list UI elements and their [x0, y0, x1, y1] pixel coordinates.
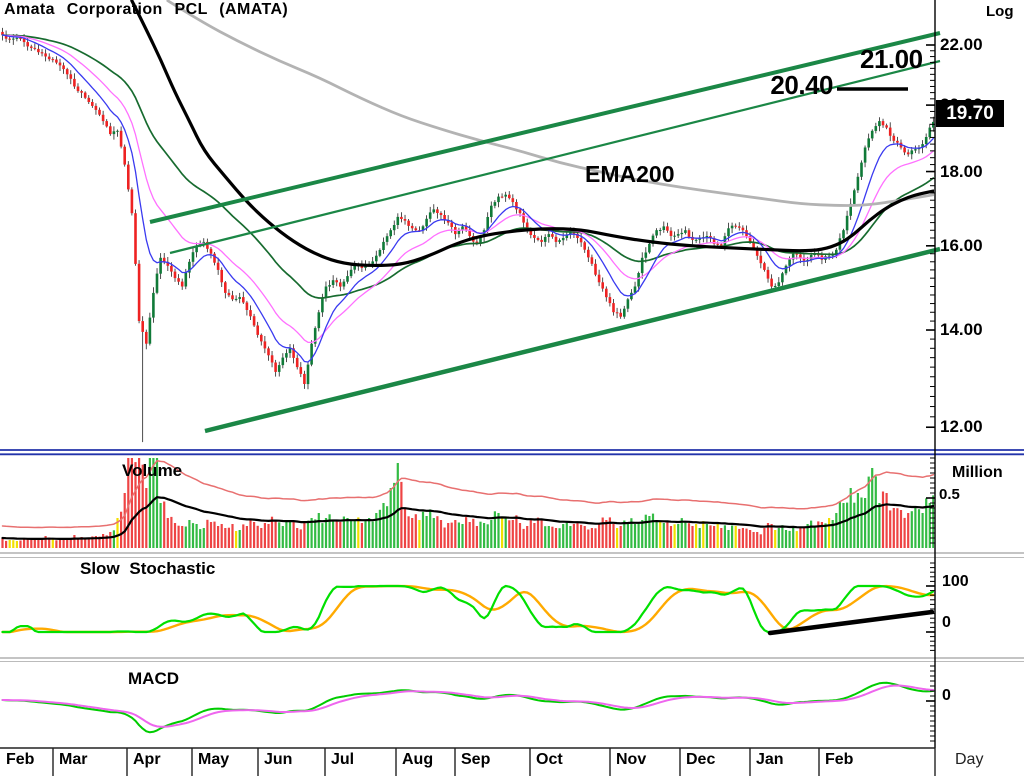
ema200-label: EMA200: [585, 161, 675, 187]
month-label-jul-5: Jul: [331, 751, 355, 768]
month-label-oct-8: Oct: [536, 751, 563, 768]
month-label-sep-7: Sep: [461, 751, 491, 768]
month-label-aug-6: Aug: [402, 751, 434, 768]
month-label-may-3: May: [198, 751, 230, 768]
price-tick-12.00: 12.00: [940, 417, 983, 436]
month-label-feb-12: Feb: [825, 751, 854, 768]
month-label-jan-11: Jan: [756, 751, 784, 768]
price-tick-16.00: 16.00: [940, 236, 983, 255]
month-label-mar-1: Mar: [59, 751, 88, 768]
chart-title: Amata Corporation PCL (AMATA): [4, 1, 289, 18]
price-tick-18.00: 18.00: [940, 162, 983, 181]
month-label-jun-4: Jun: [264, 751, 293, 768]
volume-tick-label: 0.5: [939, 486, 960, 503]
resistance-20-40-label: 20.40: [770, 70, 833, 100]
price-tick-22.00: 22.00: [940, 35, 983, 54]
macd-tick-0: 0: [942, 687, 951, 704]
stochastic-tick-100: 100: [942, 573, 969, 590]
resistance-21-00-label: 21.00: [860, 44, 923, 74]
volume-unit-label: Million: [952, 464, 1003, 481]
log-scale-label: Log: [986, 3, 1014, 20]
stochastic-tick-0: 0: [942, 614, 951, 631]
volume-panel-title: Volume: [122, 461, 183, 480]
month-label-dec-10: Dec: [686, 751, 716, 768]
time-unit-label: Day: [955, 751, 984, 768]
price-tick-14.00: 14.00: [940, 320, 983, 339]
macd-panel-title: MACD: [128, 669, 179, 688]
stochastic-panel-title: Slow Stochastic: [80, 559, 216, 578]
last-price-badge: 19.70: [936, 100, 1004, 127]
month-label-apr-2: Apr: [133, 751, 161, 768]
month-label-feb-0: Feb: [6, 751, 35, 768]
month-label-nov-9: Nov: [616, 751, 647, 768]
